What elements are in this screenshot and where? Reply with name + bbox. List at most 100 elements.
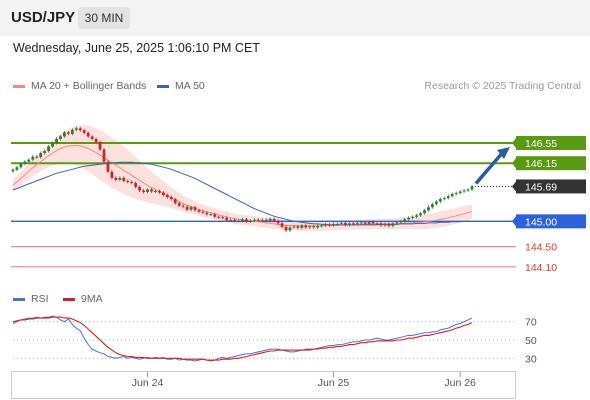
candle (233, 219, 236, 221)
candle (340, 222, 343, 224)
candle (280, 223, 284, 227)
candle (51, 142, 54, 147)
candle (23, 161, 27, 164)
resistance-2-tag-box (516, 135, 586, 150)
candle (363, 222, 367, 224)
candle (438, 199, 442, 202)
candle (209, 214, 213, 216)
candle (90, 136, 94, 139)
candle (419, 213, 422, 216)
candle (411, 216, 415, 218)
candle (304, 225, 308, 228)
candle (19, 163, 23, 168)
rsi-label: RSI (31, 293, 49, 305)
candle (391, 223, 395, 226)
candle (324, 224, 327, 226)
time-axis-frame (11, 371, 516, 399)
candle (114, 177, 118, 180)
resistance-2-tag-label: 146.55 (525, 138, 557, 150)
candle (375, 223, 379, 225)
forecast-arrow-head (497, 146, 510, 159)
candle (431, 204, 434, 208)
candle (351, 223, 355, 225)
candle (185, 206, 189, 210)
candle (355, 222, 359, 224)
candle (403, 219, 407, 222)
candle (177, 203, 181, 206)
candle (470, 186, 474, 190)
pivot-tag-box (516, 214, 586, 229)
candle (35, 156, 39, 158)
candle (260, 219, 264, 221)
last-price-tag-box (516, 179, 586, 194)
candle (150, 189, 153, 192)
candle (466, 189, 470, 191)
research-credit: Research © 2025 Trading Central (424, 80, 581, 92)
candle (264, 219, 268, 221)
candle (241, 219, 244, 221)
rsi-tick-label-50: 50 (525, 335, 537, 347)
support-1-tag-label: 144.50 (525, 242, 557, 254)
candle (122, 177, 126, 181)
candle (102, 149, 106, 162)
candle (173, 199, 177, 204)
candle (316, 225, 320, 228)
candle (347, 223, 351, 225)
resistance-1-tag-box (516, 156, 586, 171)
candle (55, 138, 58, 143)
candle (367, 221, 371, 224)
candle (343, 222, 347, 225)
candle (442, 198, 446, 200)
legend-ma50: MA 50 (157, 80, 205, 92)
candle (193, 207, 197, 211)
candle (371, 221, 375, 224)
candle (78, 128, 82, 131)
candle (86, 132, 90, 137)
candle (276, 220, 280, 224)
legend-rsi-ma: 9MA (63, 293, 103, 305)
candle (379, 223, 383, 226)
candle (43, 151, 47, 154)
candle (237, 220, 240, 222)
candle (446, 196, 450, 199)
candle (249, 220, 252, 222)
candle (106, 161, 110, 172)
candle (288, 227, 292, 231)
resistance-2-tag-pointer (512, 137, 516, 148)
candle (181, 205, 185, 207)
candle (130, 181, 134, 183)
candle (300, 225, 304, 228)
forecast-arrow-layer (474, 146, 510, 185)
candle (74, 128, 78, 130)
resistance-1-tag-label: 146.15 (525, 158, 557, 170)
candle (252, 219, 256, 221)
candle (336, 223, 339, 225)
candle (27, 159, 31, 162)
pivot-tag-pointer (512, 216, 516, 227)
candle (450, 194, 454, 197)
candle (245, 219, 248, 222)
candle (134, 182, 138, 187)
candle (359, 222, 363, 224)
candle (332, 223, 335, 226)
candle (169, 197, 173, 200)
candle (94, 138, 98, 142)
candle (110, 171, 114, 178)
candle (70, 129, 74, 134)
candle (165, 195, 169, 198)
rsi-panel: 70 50 30 (12, 315, 537, 365)
level-lines-layer (11, 141, 516, 268)
rsi-ma-line (12, 316, 473, 361)
last-price-tag-label: 145.69 (525, 181, 557, 193)
time-axis: Jun 24 Jun 25 Jun 26 (11, 371, 516, 399)
pair-title: USD/JPY (11, 9, 76, 26)
candle (82, 130, 86, 133)
candle (197, 210, 201, 212)
candle (154, 191, 157, 192)
candle (292, 226, 296, 228)
ma50-line (12, 161, 472, 226)
timeframe-button[interactable]: 30 MIN (78, 7, 130, 29)
candle (434, 201, 438, 205)
candle (66, 132, 70, 134)
